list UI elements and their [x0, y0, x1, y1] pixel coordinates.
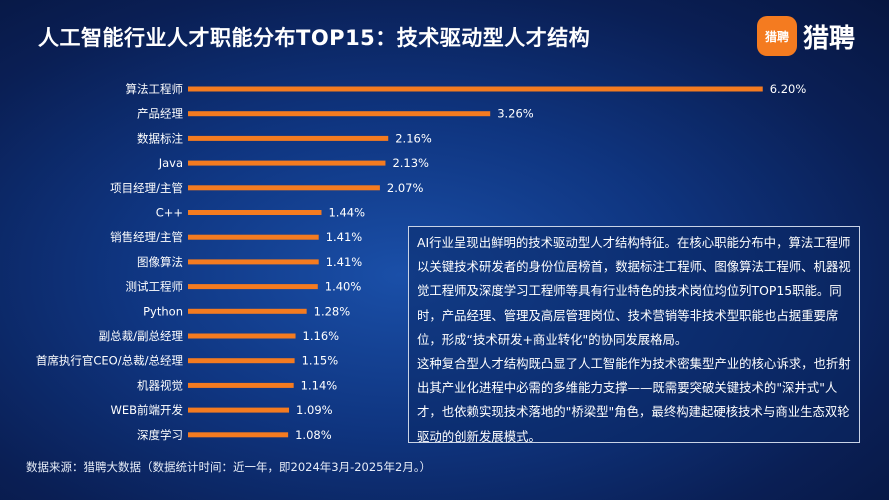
bar	[188, 382, 294, 388]
category-label: 算法工程师	[126, 82, 184, 96]
bar	[188, 135, 389, 141]
logo-text: 猎聘	[803, 23, 856, 54]
category-label: 产品经理	[137, 107, 183, 121]
logo-badge-icon: 猎聘	[757, 16, 797, 56]
bar	[188, 86, 763, 92]
analysis-paragraph-1: AI行业呈现出鲜明的技术驱动型人才结构特征。在核心职能分布中，算法工程师以关键技…	[417, 235, 851, 347]
value-label: 1.41%	[326, 230, 363, 244]
analysis-textbox: AI行业呈现出鲜明的技术驱动型人才结构特征。在核心职能分布中，算法工程师以关键技…	[408, 226, 860, 444]
bar	[188, 160, 386, 166]
value-label: 1.28%	[314, 304, 351, 318]
value-label: 2.13%	[392, 156, 429, 170]
category-label: WEB前端开发	[110, 403, 183, 417]
value-label: 1.44%	[328, 206, 365, 220]
category-label: 副总裁/副总经理	[99, 329, 184, 343]
value-label: 1.15%	[302, 354, 339, 368]
analysis-paragraph-2: 这种复合型人才结构既凸显了人工智能作为技术密集型产业的核心诉求，也折射出其产业化…	[417, 356, 851, 444]
category-label: 数据标注	[137, 131, 183, 145]
value-label: 6.20%	[770, 82, 807, 96]
bar	[188, 308, 307, 314]
liepin-logo: 猎聘 猎聘	[757, 16, 855, 56]
category-label: 图像算法	[137, 255, 183, 269]
value-label: 1.16%	[303, 329, 340, 343]
bar	[188, 333, 296, 339]
category-label: Java	[158, 156, 183, 170]
data-source-note: 数据来源：猎聘大数据（数据统计时间：近一年，即2024年3月-2025年2月。）	[26, 460, 432, 474]
bar	[188, 111, 491, 117]
value-label: 2.16%	[395, 131, 432, 145]
value-label: 1.08%	[295, 428, 332, 442]
value-label: 1.41%	[326, 255, 363, 269]
bar	[188, 234, 319, 240]
category-label: 销售经理/主管	[110, 230, 183, 244]
category-label: 首席执行官CEO/总裁/总经理	[36, 354, 184, 368]
bar	[188, 185, 380, 191]
value-label: 1.14%	[301, 378, 338, 392]
bar	[188, 407, 290, 413]
value-label: 1.40%	[325, 280, 362, 294]
bar	[188, 284, 318, 290]
value-label: 2.07%	[387, 181, 424, 195]
category-label: 机器视觉	[137, 378, 183, 392]
category-label: 项目经理/主管	[110, 181, 183, 195]
value-label: 3.26%	[497, 107, 534, 121]
bar	[188, 210, 322, 215]
value-label: 1.09%	[296, 403, 333, 417]
bar	[188, 358, 295, 364]
category-label: 深度学习	[137, 428, 183, 442]
category-label: Python	[143, 304, 183, 318]
bar	[188, 259, 319, 265]
bar	[188, 432, 289, 438]
category-label: C++	[156, 206, 183, 220]
category-label: 测试工程师	[126, 280, 184, 294]
page-title: 人工智能行业人才职能分布TOP15：技术驱动型人才结构	[38, 26, 591, 50]
